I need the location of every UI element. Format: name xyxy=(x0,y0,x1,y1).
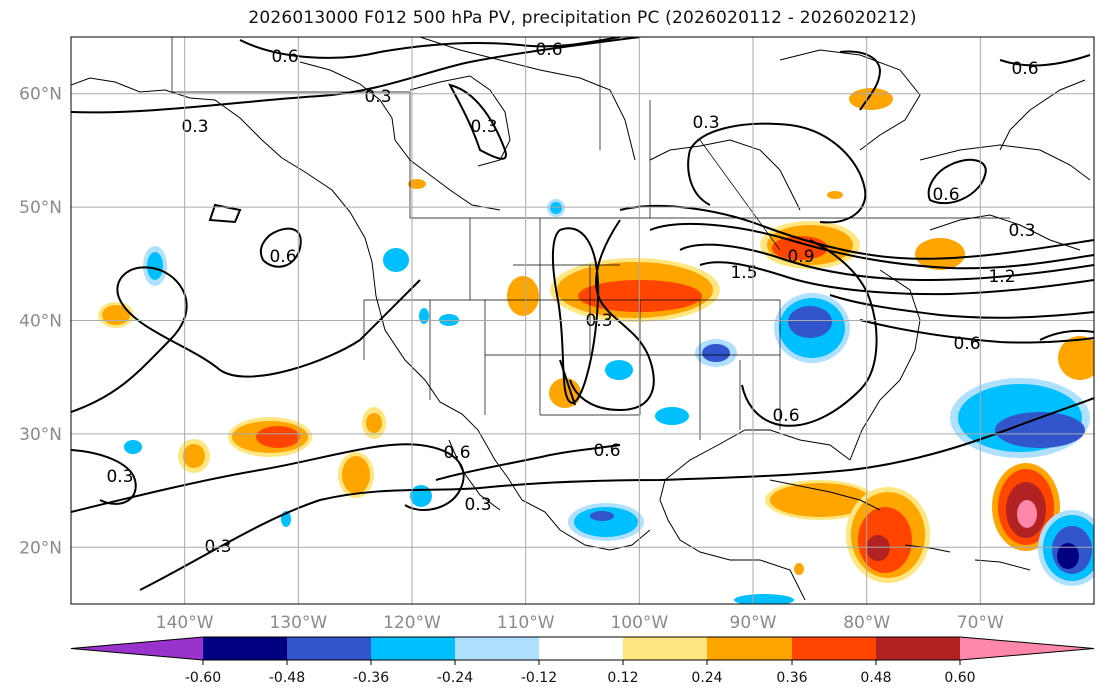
map-frame xyxy=(70,36,1095,605)
longitude-labels: 140°W 130°W 120°W 110°W 100°W 90°W 80°W 70°W xyxy=(156,613,1004,633)
contour-label: 1.5 xyxy=(730,263,757,283)
lon-tick-label: 140°W xyxy=(156,613,214,633)
colorbar-segment xyxy=(455,637,539,660)
contour-label: 0.6 xyxy=(932,185,959,205)
colorbar-tick-label: -0.36 xyxy=(353,670,389,686)
colorbar-segment xyxy=(287,637,371,660)
contour-label: 0.6 xyxy=(953,334,980,354)
colorbar-segment xyxy=(371,637,455,660)
colorbar-segment xyxy=(203,637,287,660)
coastlines xyxy=(71,37,1091,601)
contour-label: 0.9 xyxy=(787,247,814,267)
lat-tick-label: 40°N xyxy=(19,312,62,332)
contour-label: 0.3 xyxy=(181,117,208,137)
colorbar-segment xyxy=(539,637,623,660)
contour-label: 0.3 xyxy=(364,87,391,107)
colorbar-segment xyxy=(960,637,1094,660)
colorbar: -0.60 -0.48 -0.36 -0.24 -0.12 0.12 0.24 0.36 0.4… xyxy=(70,636,1095,686)
colorbar-segment xyxy=(792,637,876,660)
contour-label: 0.6 xyxy=(443,443,470,463)
lon-tick-label: 70°W xyxy=(957,613,1004,633)
state-borders xyxy=(171,37,1010,440)
contour-label: 0.3 xyxy=(470,117,497,137)
lon-tick-label: 90°W xyxy=(730,613,777,633)
colorbar-tick-label: -0.48 xyxy=(269,670,305,686)
pv-contours xyxy=(71,37,1094,591)
lat-tick-label: 50°N xyxy=(19,198,62,218)
gridlines xyxy=(71,37,1094,604)
lon-tick-label: 130°W xyxy=(269,613,327,633)
colorbar-tick-label: -0.60 xyxy=(185,670,221,686)
latitude-labels: 60°N 50°N 40°N 30°N 20°N xyxy=(19,85,62,559)
colorbar-tick-label: -0.24 xyxy=(437,670,473,686)
contour-label: 0.6 xyxy=(271,47,298,67)
colorbar-tick-label: 0.60 xyxy=(944,670,975,686)
contour-label: 0.6 xyxy=(535,40,562,60)
lat-tick-label: 20°N xyxy=(19,538,62,558)
lat-tick-label: 30°N xyxy=(19,425,62,445)
contour-label: 0.3 xyxy=(106,467,133,487)
contour-label: 0.6 xyxy=(269,247,296,267)
lon-tick-label: 100°W xyxy=(610,613,668,633)
contour-label: 0.3 xyxy=(464,495,491,515)
contour-label: 0.6 xyxy=(1011,59,1038,79)
colorbar-tick-label: 0.24 xyxy=(691,670,722,686)
contour-label: 0.6 xyxy=(593,441,620,461)
contour-label-group: 0.6 0.3 0.3 0.3 0.3 0.6 0.6 0.3 1.5 0.9 … xyxy=(106,40,1038,557)
lat-tick-label: 60°N xyxy=(19,85,62,105)
map-title: 2026013000 F012 500 hPa PV, precipitatio… xyxy=(248,8,917,28)
colorbar-segment xyxy=(707,637,792,660)
contour-label: 0.3 xyxy=(1008,221,1035,241)
contour-label: 0.3 xyxy=(692,113,719,133)
colorbar-tick-label: -0.12 xyxy=(521,670,557,686)
colorbar-tick-label: 0.36 xyxy=(776,670,807,686)
lon-tick-label: 120°W xyxy=(383,613,441,633)
colorbar-segment xyxy=(71,637,203,660)
lon-tick-label: 80°W xyxy=(843,613,890,633)
colorbar-segment xyxy=(876,637,960,660)
lon-tick-label: 110°W xyxy=(497,613,555,633)
contour-label: 0.6 xyxy=(772,406,799,426)
colorbar-tick-label: 0.48 xyxy=(860,670,891,686)
colorbar-tick-label: 0.12 xyxy=(607,670,638,686)
contour-label: 1.2 xyxy=(988,267,1015,287)
colorbar-segment xyxy=(623,637,707,660)
